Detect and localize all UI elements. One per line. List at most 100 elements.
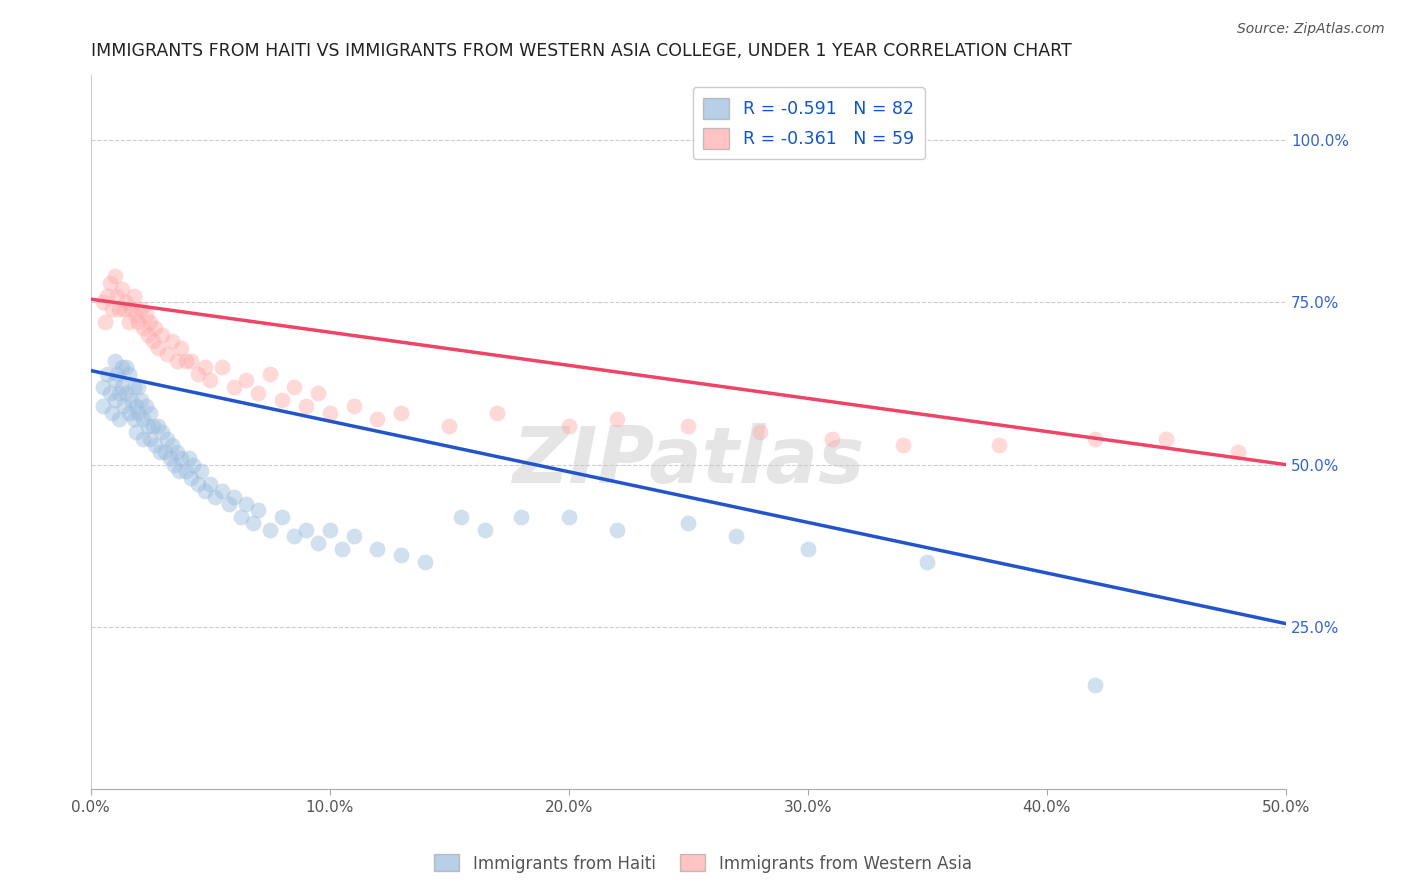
Legend: R = -0.591   N = 82, R = -0.361   N = 59: R = -0.591 N = 82, R = -0.361 N = 59 [693, 87, 925, 160]
Point [558, 509, 581, 524]
Point [132, 321, 155, 335]
Point [166, 444, 188, 458]
Point [94, 315, 117, 329]
Point [136, 418, 159, 433]
Point [103, 392, 125, 407]
Point [318, 523, 340, 537]
Point [96, 289, 118, 303]
Point [101, 406, 124, 420]
Legend: Immigrants from Haiti, Immigrants from Western Asia: Immigrants from Haiti, Immigrants from W… [427, 847, 979, 880]
Point [118, 367, 141, 381]
Point [218, 497, 240, 511]
Point [917, 555, 939, 569]
Point [283, 380, 305, 394]
Point [142, 334, 165, 349]
Point [259, 367, 281, 381]
Point [180, 470, 202, 484]
Point [129, 392, 152, 407]
Point [127, 380, 149, 394]
Point [1084, 432, 1107, 446]
Point [235, 497, 257, 511]
Point [283, 529, 305, 543]
Point [149, 444, 172, 458]
Point [122, 380, 145, 394]
Point [177, 451, 200, 466]
Point [194, 483, 217, 498]
Point [163, 458, 186, 472]
Text: IMMIGRANTS FROM HAITI VS IMMIGRANTS FROM WESTERN ASIA COLLEGE, UNDER 1 YEAR CORR: IMMIGRANTS FROM HAITI VS IMMIGRANTS FROM… [90, 42, 1071, 60]
Point [259, 523, 281, 537]
Point [749, 425, 772, 439]
Point [797, 541, 820, 556]
Point [156, 432, 179, 446]
Point [127, 406, 149, 420]
Point [111, 360, 134, 375]
Point [91, 399, 114, 413]
Point [246, 503, 269, 517]
Point [366, 541, 388, 556]
Point [120, 301, 142, 316]
Point [821, 432, 844, 446]
Point [366, 412, 388, 426]
Point [91, 295, 114, 310]
Point [135, 399, 157, 413]
Point [103, 269, 125, 284]
Point [1156, 432, 1178, 446]
Point [120, 392, 142, 407]
Point [725, 529, 748, 543]
Point [170, 341, 193, 355]
Point [988, 438, 1011, 452]
Point [1227, 444, 1250, 458]
Point [606, 412, 628, 426]
Point [112, 399, 135, 413]
Point [198, 477, 221, 491]
Point [246, 386, 269, 401]
Point [129, 301, 152, 316]
Point [150, 425, 173, 439]
Point [127, 315, 149, 329]
Point [167, 464, 190, 478]
Point [139, 406, 162, 420]
Point [235, 373, 257, 387]
Point [132, 412, 155, 426]
Point [294, 523, 316, 537]
Point [342, 399, 364, 413]
Point [222, 380, 245, 394]
Point [439, 418, 461, 433]
Point [125, 425, 148, 439]
Point [139, 432, 162, 446]
Text: Source: ZipAtlas.com: Source: ZipAtlas.com [1237, 22, 1385, 37]
Point [101, 301, 124, 316]
Point [150, 327, 173, 342]
Point [160, 438, 183, 452]
Point [187, 367, 209, 381]
Point [153, 444, 176, 458]
Point [146, 341, 169, 355]
Point [112, 301, 135, 316]
Point [190, 464, 212, 478]
Point [270, 509, 292, 524]
Point [183, 458, 205, 472]
Point [450, 509, 472, 524]
Point [91, 380, 114, 394]
Point [166, 353, 188, 368]
Point [413, 555, 436, 569]
Point [115, 295, 138, 310]
Point [103, 353, 125, 368]
Point [222, 490, 245, 504]
Point [111, 380, 134, 394]
Point [204, 490, 226, 504]
Point [678, 516, 700, 530]
Point [510, 509, 533, 524]
Point [606, 523, 628, 537]
Text: ZIPatlas: ZIPatlas [512, 423, 865, 499]
Point [307, 535, 329, 549]
Point [105, 289, 128, 303]
Point [198, 373, 221, 387]
Point [118, 315, 141, 329]
Point [156, 347, 179, 361]
Point [105, 367, 128, 381]
Point [231, 509, 253, 524]
Point [125, 399, 148, 413]
Point [122, 289, 145, 303]
